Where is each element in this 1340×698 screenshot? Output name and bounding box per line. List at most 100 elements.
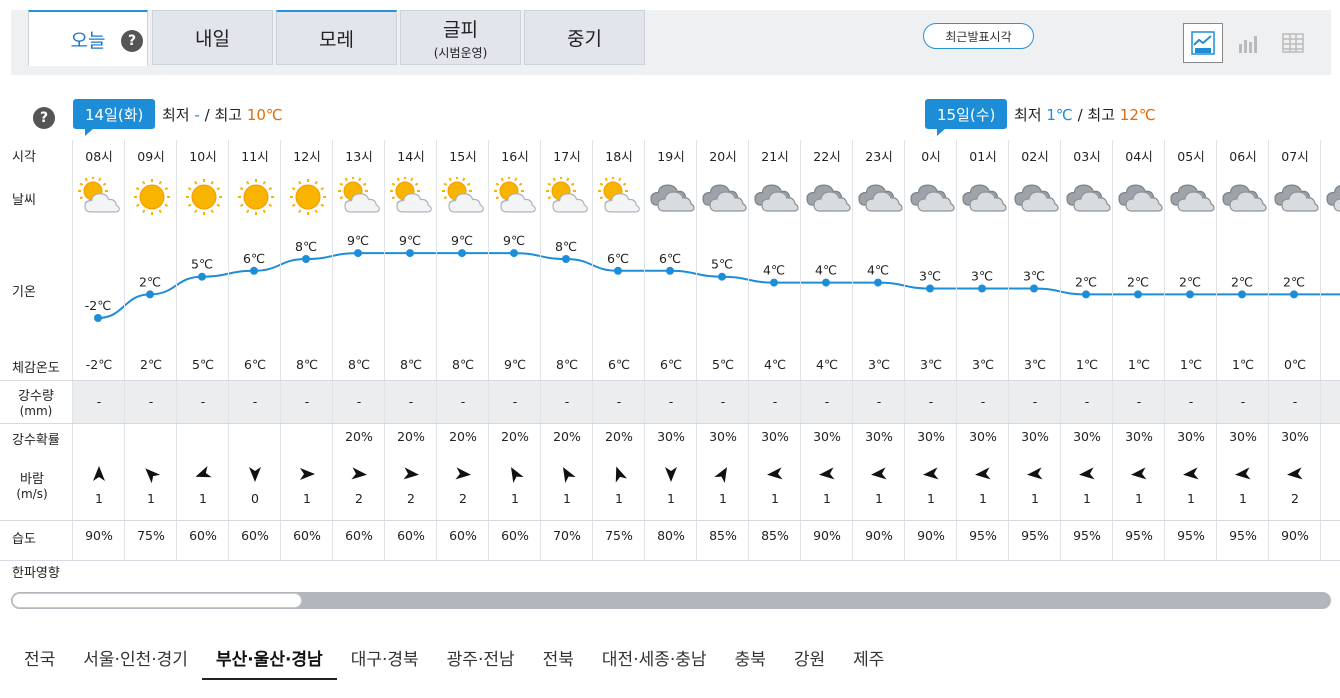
temperature-label: 5℃ (191, 257, 213, 272)
wind-direction-arrow-icon (1025, 464, 1045, 484)
wind-speed: 1 (1239, 491, 1247, 506)
region-tab-10[interactable]: 제주 (853, 650, 885, 670)
precip-probability: 30% (865, 429, 893, 444)
wind-direction-arrow-icon (1233, 464, 1253, 484)
feels-like-temp: 0℃ (1284, 357, 1306, 372)
wind-speed: 1 (1187, 491, 1195, 506)
humidity: 60% (293, 528, 321, 543)
temperature-point (198, 272, 206, 281)
bar-chart-view-icon[interactable] (1228, 23, 1268, 63)
region-tab-5[interactable]: 광주·전남 (446, 650, 515, 670)
temperature-point (1082, 290, 1090, 299)
tab-3[interactable]: 모레 (276, 10, 397, 65)
latest-release-time-button[interactable]: 최근발표시각 (923, 23, 1034, 49)
temperature-label: 2℃ (1283, 274, 1305, 289)
hour-column: 11시 6℃ - 0 60% (228, 140, 280, 560)
tab-5[interactable]: 중기 (524, 10, 645, 65)
hour-time: 11시 (241, 149, 269, 164)
wind-speed: 1 (719, 491, 727, 506)
hour-time: 04시 (1125, 149, 1153, 164)
region-tab-4[interactable]: 대구·경북 (350, 650, 419, 670)
precip-probability: 30% (1177, 429, 1205, 444)
tab-label: 내일 (195, 28, 230, 50)
region-tab-7[interactable]: 대전·세종·충남 (601, 650, 707, 670)
tab-label: 글피 (443, 18, 478, 41)
hour-time: 19시 (657, 149, 685, 164)
table-view-icon[interactable] (1273, 23, 1313, 63)
row-label-prob: 강수확률 (12, 433, 60, 448)
feels-like-temp: 6℃ (244, 357, 266, 372)
day-badge-today: 14일(화) (73, 99, 156, 136)
tab-1[interactable]: 오늘? (28, 10, 148, 66)
temperature-point (146, 290, 154, 299)
row-label-time: 시각 (12, 150, 36, 165)
hour-column: 06시 1℃ - 30% 1 95% (1216, 140, 1268, 560)
sunny-icon (233, 177, 279, 217)
cloudy-icon (1065, 177, 1111, 217)
temperature-label: -2℃ (85, 298, 112, 313)
tab-4[interactable]: 글피 (시범운영) (400, 10, 521, 65)
precip-amount: - (824, 394, 830, 409)
hour-column: 15시 8℃ - 20% 2 60% (436, 140, 488, 560)
help-icon[interactable]: ? (33, 107, 55, 129)
temperature-line-chart: -2℃ 2℃ 5℃ 6℃ 8℃ 9℃ 9℃ 9℃ 9℃ 8℃ 6℃ 6℃ 5℃ 4℃ 4℃ 4℃ 3℃ 3℃ 3℃ 2… (85, 233, 1340, 322)
precip-amount: - (356, 394, 362, 409)
feels-like-temp: 2℃ (140, 357, 162, 372)
tab-2[interactable]: 내일 (152, 10, 273, 65)
wind-speed: 1 (511, 491, 519, 506)
region-tab-2[interactable]: 서울·인천·경기 (83, 650, 188, 670)
wind-speed: 2 (407, 491, 415, 506)
humidity: 80% (657, 528, 685, 543)
cloudy-icon (1325, 177, 1340, 217)
hour-time: 08시 (85, 149, 113, 164)
wind-speed: 1 (875, 491, 883, 506)
tab-label: 모레 (319, 28, 354, 51)
hour-column: 04시 1℃ - 30% 1 95% (1112, 140, 1164, 560)
wind-speed: 1 (563, 491, 571, 506)
precip-amount: - (1188, 394, 1194, 409)
wind-direction-arrow-icon (453, 464, 473, 484)
partly-cloudy-icon (597, 176, 643, 217)
hour-column: 07시 0℃ - 30% 2 90% (1268, 140, 1320, 560)
hour-time: 06시 (1229, 149, 1257, 164)
precip-amount: - (616, 394, 622, 409)
hour-column: 08시 -2℃ - 1 90% (72, 140, 124, 560)
temperature-point (874, 278, 882, 287)
sunny-icon (285, 177, 331, 217)
sunny-icon (129, 177, 175, 217)
region-tab-3[interactable]: 부산·울산·경남 (201, 640, 337, 680)
temperature-label: 3℃ (919, 269, 941, 284)
row-divider (0, 423, 1340, 424)
row-label-precip: 강수량 (mm) (18, 389, 54, 418)
scrollbar-thumb[interactable] (12, 593, 302, 608)
cloudy-icon (1013, 177, 1059, 217)
wind-speed: 1 (667, 491, 675, 506)
line-chart-view-icon[interactable] (1183, 23, 1223, 63)
hour-time: 21시 (761, 149, 789, 164)
region-tab-9[interactable]: 강원 (793, 650, 826, 670)
humidity: 85% (761, 528, 789, 543)
horizontal-scrollbar[interactable] (11, 592, 1331, 609)
tab-help-icon[interactable]: ? (121, 30, 143, 52)
hour-time: 0시 (921, 149, 941, 164)
humidity: 70% (553, 528, 581, 543)
feels-like-temp: 6℃ (660, 357, 682, 372)
wind-direction-arrow-icon (505, 464, 525, 484)
precip-probability: 30% (761, 429, 789, 444)
temperature-point (94, 314, 102, 322)
region-tab-8[interactable]: 충북 (734, 650, 766, 670)
wind-direction-arrow-icon (765, 464, 785, 484)
feels-like-temp: 5℃ (192, 357, 214, 372)
wind-direction-arrow-icon (1285, 464, 1305, 484)
feels-like-temp: 4℃ (764, 357, 786, 372)
cloudy-icon (1169, 177, 1215, 217)
humidity: 95% (969, 528, 997, 543)
precip-amount: - (512, 394, 518, 409)
region-tab-6[interactable]: 전북 (542, 650, 574, 670)
region-tab-1[interactable]: 전국 (24, 650, 56, 670)
humidity: 95% (1125, 528, 1153, 543)
hour-column: 18시 6℃ - 20% 1 75% (592, 140, 644, 560)
wind-speed: 1 (615, 491, 623, 506)
humidity: 95% (1073, 528, 1101, 543)
precip-probability: 30% (657, 429, 685, 444)
